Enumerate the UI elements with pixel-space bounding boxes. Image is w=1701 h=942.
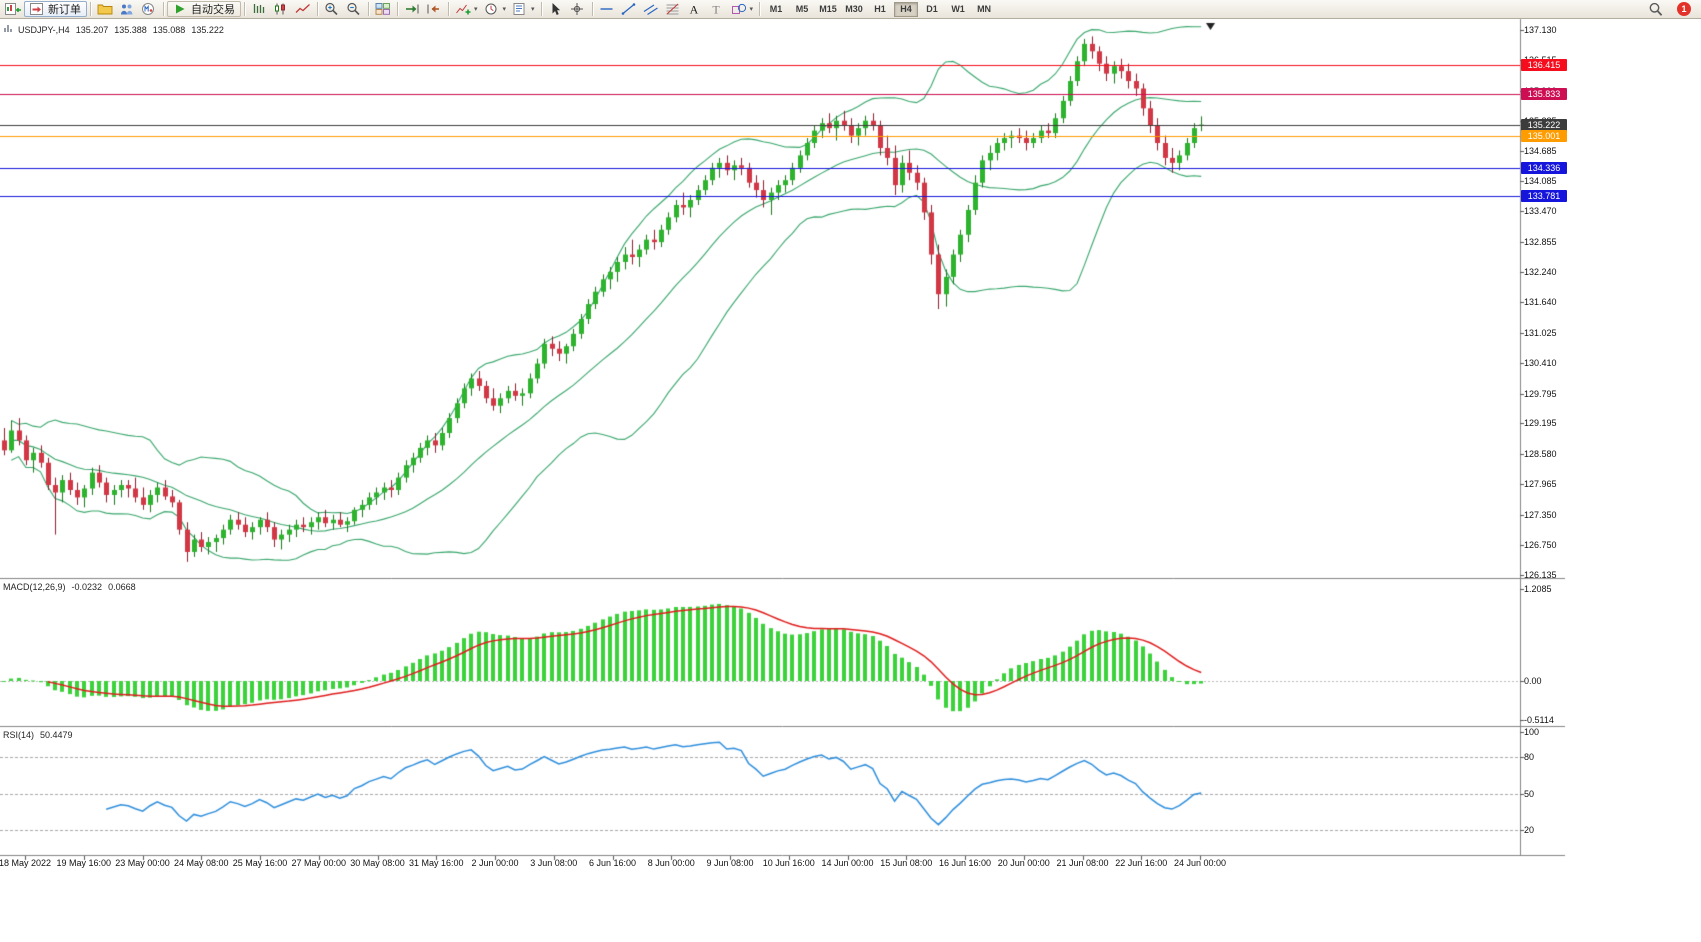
toolbar-right: 1 — [1645, 1, 1701, 17]
crosshair-button[interactable] — [567, 1, 589, 17]
autoscroll-icon — [404, 2, 420, 16]
shapes-button[interactable]: ▾ — [728, 1, 757, 17]
toolbar-divider — [163, 2, 164, 16]
chevron-down-icon: ▾ — [531, 6, 535, 13]
cursor-button[interactable] — [545, 1, 567, 17]
chart-shift-button[interactable] — [423, 1, 445, 17]
toolbar-divider — [759, 2, 761, 16]
text-label-button[interactable]: T — [706, 1, 728, 17]
timeframe-h1-button[interactable]: H1 — [874, 4, 886, 14]
timeframe-m5-button[interactable]: M5 — [795, 4, 809, 14]
fibonacci-button[interactable] — [662, 1, 684, 17]
shift-icon — [426, 2, 442, 16]
trendline-button[interactable] — [618, 1, 640, 17]
indicators-icon — [455, 2, 471, 16]
chevron-down-icon: ▾ — [474, 6, 478, 13]
toolbar-divider — [317, 2, 318, 16]
mql5-button[interactable] — [138, 1, 160, 17]
horizontal-line-button[interactable] — [596, 1, 618, 17]
community-icon — [119, 2, 135, 16]
candlesticks-button[interactable] — [270, 1, 292, 17]
templates-icon — [512, 2, 528, 16]
toolbar-divider — [397, 2, 398, 16]
profiles-icon — [97, 2, 113, 16]
timeframe-w1-button[interactable]: W1 — [951, 4, 965, 14]
toolbar-divider — [368, 2, 369, 16]
chevron-down-icon: ▾ — [502, 6, 507, 13]
label-icon: T — [709, 2, 725, 17]
hline-icon — [599, 2, 615, 16]
new-order-button-label: 新订单 — [48, 4, 81, 16]
new-chart-button[interactable] — [2, 1, 24, 17]
line-chart-button[interactable] — [292, 1, 314, 17]
timeframe-mn-button[interactable]: MN — [977, 4, 992, 14]
timeframe-h4-button[interactable]: H4 — [894, 1, 919, 17]
autotrading-icon — [173, 2, 189, 16]
zoom-out-button[interactable] — [343, 1, 365, 17]
search-icon — [1648, 2, 1664, 16]
chevron-down-icon: ▾ — [749, 6, 754, 13]
indicators-button[interactable]: ▾ — [452, 1, 481, 17]
shapes-icon — [731, 2, 747, 16]
autotrading-button-label: 自动交易 — [191, 4, 235, 16]
search-button[interactable] — [1645, 1, 1667, 17]
timeframe-d1-button[interactable]: D1 — [926, 4, 938, 14]
zoom-in-button[interactable] — [321, 1, 343, 17]
autotrading-button[interactable]: 自动交易 — [167, 1, 241, 17]
tile-icon — [375, 2, 391, 16]
timeframe-m30-button[interactable]: M30 — [845, 4, 863, 14]
channel-icon — [643, 2, 659, 16]
templates-button[interactable]: ▾ — [509, 1, 538, 17]
notification-badge[interactable]: 1 — [1677, 2, 1691, 16]
bars-icon — [251, 2, 267, 16]
toolbar-divider — [244, 2, 245, 16]
new-order-button[interactable]: 新订单 — [24, 1, 87, 17]
zoom-out-icon — [346, 2, 362, 16]
candles-icon — [273, 2, 289, 16]
bars-button[interactable] — [248, 1, 270, 17]
toolbar-divider — [448, 2, 449, 16]
cursor-icon — [548, 2, 564, 16]
toolbar-divider — [591, 2, 593, 16]
community-button[interactable] — [116, 1, 138, 17]
text-icon: A — [687, 2, 703, 17]
fibo-icon — [665, 2, 681, 16]
crosshair-icon — [570, 2, 586, 16]
profiles-button[interactable] — [94, 1, 116, 17]
svg-text:T: T — [712, 3, 720, 17]
toolbar-divider — [540, 2, 542, 16]
main-toolbar: 新订单 自动交易 ▾ ▾ ▾ A T ▾ M1 M5 M15 M30 H1 H4 D1 W1 MN 1 — [0, 0, 1701, 19]
new-order-icon — [30, 2, 46, 16]
svg-text:A: A — [689, 3, 698, 17]
trendline-icon — [621, 2, 637, 16]
timeframe-m1-button[interactable]: M1 — [769, 4, 783, 14]
periods-icon — [484, 2, 500, 16]
new-chart-icon — [5, 2, 21, 16]
zoom-in-icon — [324, 2, 340, 16]
tile-windows-button[interactable] — [372, 1, 394, 17]
periods-button[interactable]: ▾ — [481, 1, 510, 17]
auto-scroll-button[interactable] — [401, 1, 423, 17]
mql5-icon — [141, 2, 157, 16]
timeframe-m15-button[interactable]: M15 — [819, 4, 837, 14]
toolbar-divider — [90, 2, 91, 16]
line-icon — [295, 2, 311, 16]
channel-button[interactable] — [640, 1, 662, 17]
text-button[interactable]: A — [684, 1, 706, 17]
